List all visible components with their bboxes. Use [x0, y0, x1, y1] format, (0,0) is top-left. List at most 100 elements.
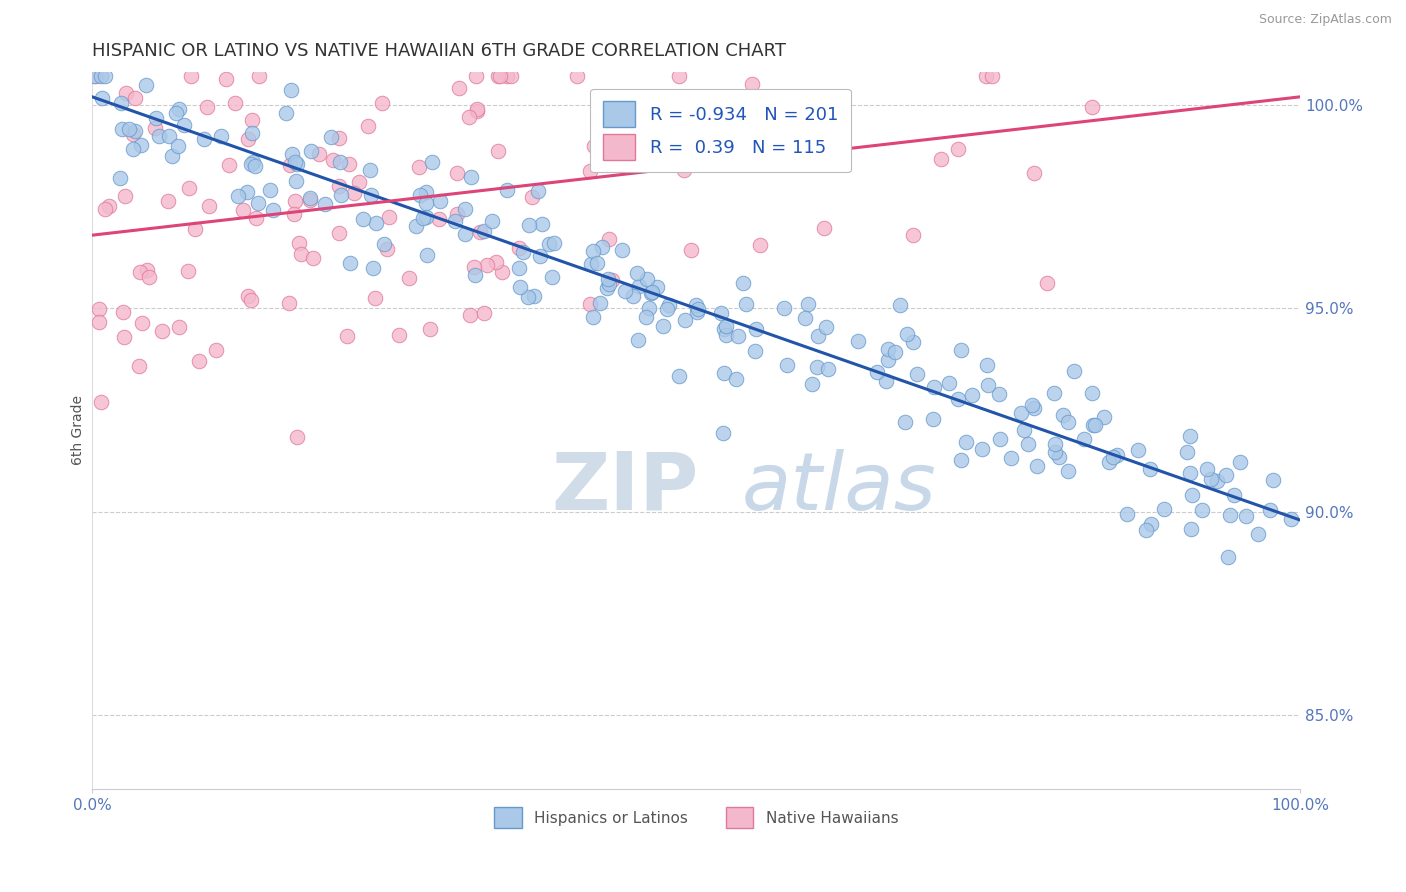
Point — [87, 315, 110, 329]
Point — [1222, 488, 1244, 502]
Point — [339, 256, 361, 270]
Point — [1215, 467, 1237, 482]
Point — [893, 415, 915, 429]
Point — [156, 194, 179, 208]
Point — [285, 157, 308, 171]
Point — [713, 366, 735, 380]
Point — [167, 319, 190, 334]
Point — [236, 288, 259, 302]
Point — [1247, 527, 1270, 541]
Point — [745, 322, 768, 336]
Point — [508, 260, 530, 275]
Point — [299, 144, 322, 158]
Point — [240, 126, 263, 140]
Y-axis label: 6th Grade: 6th Grade — [72, 395, 86, 466]
Point — [976, 70, 998, 84]
Point — [377, 243, 399, 257]
Point — [1263, 473, 1285, 487]
Point — [371, 96, 394, 111]
Point — [1047, 450, 1070, 464]
Point — [122, 127, 145, 141]
Point — [84, 70, 107, 84]
Point — [596, 272, 619, 286]
Point — [330, 187, 353, 202]
Text: Source: ZipAtlas.com: Source: ZipAtlas.com — [1258, 13, 1392, 27]
Point — [990, 432, 1012, 446]
Point — [972, 442, 994, 456]
Point — [157, 128, 180, 143]
Point — [523, 289, 546, 303]
Point — [610, 244, 633, 258]
Point — [1153, 502, 1175, 516]
Point — [686, 305, 709, 319]
Point — [124, 91, 146, 105]
Point — [287, 430, 309, 444]
Point — [337, 157, 360, 171]
Point — [1218, 549, 1240, 564]
Point — [148, 128, 170, 143]
Point — [124, 124, 146, 138]
Point — [508, 241, 530, 255]
Point — [415, 195, 437, 210]
Point — [408, 160, 430, 174]
Point — [458, 308, 481, 322]
Point — [877, 343, 900, 357]
Point — [1084, 417, 1107, 432]
Point — [183, 221, 205, 235]
Point — [150, 324, 173, 338]
Point — [322, 153, 344, 168]
Point — [378, 210, 401, 224]
Point — [1175, 444, 1198, 458]
Point — [135, 262, 157, 277]
Point — [1180, 522, 1202, 536]
Point — [651, 318, 673, 333]
Point — [465, 102, 488, 116]
Point — [1081, 386, 1104, 401]
Point — [901, 228, 924, 243]
Point — [94, 202, 117, 216]
Point — [813, 221, 835, 235]
Point — [463, 260, 485, 275]
Point — [741, 77, 763, 91]
Point — [468, 225, 491, 239]
Point — [735, 297, 758, 311]
Point — [138, 270, 160, 285]
Point — [1229, 455, 1251, 469]
Point — [896, 326, 918, 341]
Point — [672, 163, 695, 178]
Point — [302, 251, 325, 265]
Point — [583, 139, 606, 153]
Point — [1234, 509, 1257, 524]
Point — [472, 224, 495, 238]
Point — [246, 196, 269, 211]
Point — [342, 186, 364, 200]
Point — [481, 213, 503, 227]
Point — [94, 70, 117, 84]
Point — [420, 154, 443, 169]
Point — [177, 181, 200, 195]
Point — [591, 240, 613, 254]
Point — [681, 243, 703, 257]
Point — [180, 70, 202, 84]
Point — [516, 290, 538, 304]
Point — [218, 158, 240, 172]
Point — [419, 322, 441, 336]
Point — [454, 227, 477, 241]
Point — [114, 86, 136, 100]
Point — [1191, 503, 1213, 517]
Point — [108, 170, 131, 185]
Point — [496, 183, 519, 197]
Point — [388, 327, 411, 342]
Point — [308, 147, 330, 161]
Point — [673, 312, 696, 326]
Point — [713, 322, 735, 336]
Point — [640, 285, 662, 300]
Point — [285, 174, 308, 188]
Point — [1012, 424, 1035, 438]
Point — [359, 162, 381, 177]
Point — [112, 305, 135, 319]
Point — [1181, 488, 1204, 502]
Point — [361, 261, 384, 276]
Point — [160, 148, 183, 162]
Point — [278, 296, 301, 310]
